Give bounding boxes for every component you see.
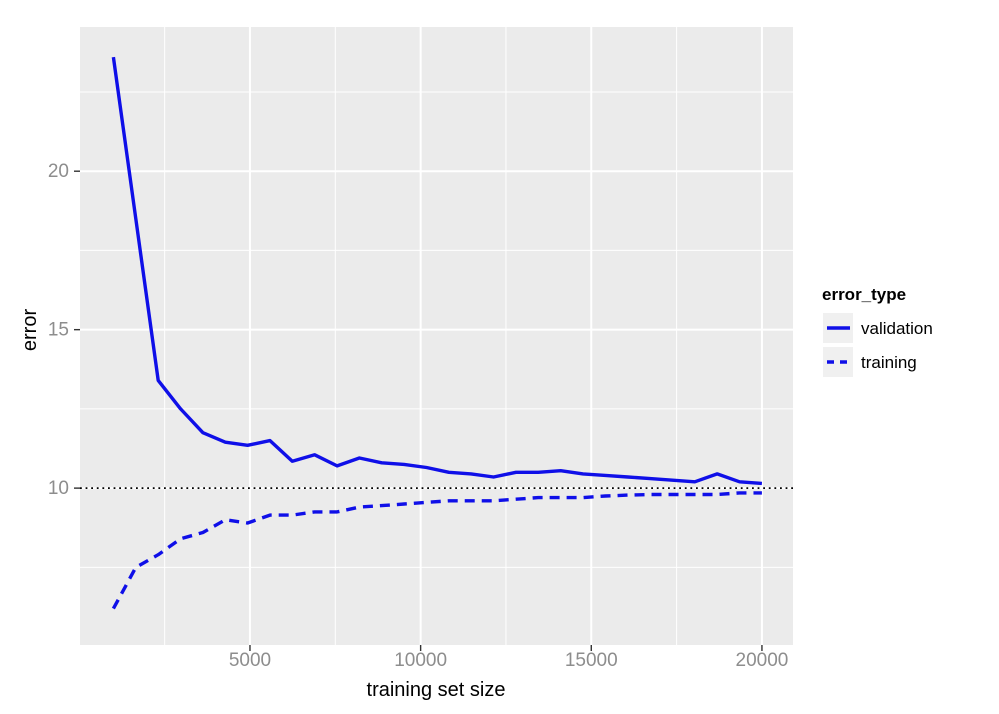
x-tick-label: 20000 xyxy=(736,650,789,671)
training-line xyxy=(111,491,762,610)
y-tick-label: 15 xyxy=(48,320,69,341)
axis-ticks: 5000 10000 15000 20000 10 15 20 xyxy=(48,161,789,671)
data-series xyxy=(111,56,763,610)
minor-gridlines xyxy=(80,27,793,645)
legend-line-samples xyxy=(827,326,850,364)
x-axis-title: training set size xyxy=(367,679,506,701)
legend-label-training: training xyxy=(861,353,917,372)
x-tick-label: 5000 xyxy=(229,650,271,671)
y-tick-label: 10 xyxy=(48,478,69,499)
y-tick-label: 20 xyxy=(48,161,69,182)
x-tick-label: 15000 xyxy=(565,650,618,671)
x-tick-label: 10000 xyxy=(394,650,447,671)
y-axis-title: error xyxy=(19,309,41,352)
legend-label-validation: validation xyxy=(861,319,933,338)
legend-title: error_type xyxy=(822,285,906,304)
plot-panel xyxy=(80,27,793,645)
legend: error_type validation training xyxy=(822,285,933,377)
validation-line xyxy=(111,56,763,486)
